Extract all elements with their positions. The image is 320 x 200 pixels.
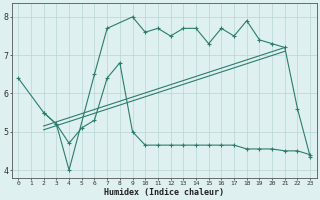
- X-axis label: Humidex (Indice chaleur): Humidex (Indice chaleur): [104, 188, 224, 197]
